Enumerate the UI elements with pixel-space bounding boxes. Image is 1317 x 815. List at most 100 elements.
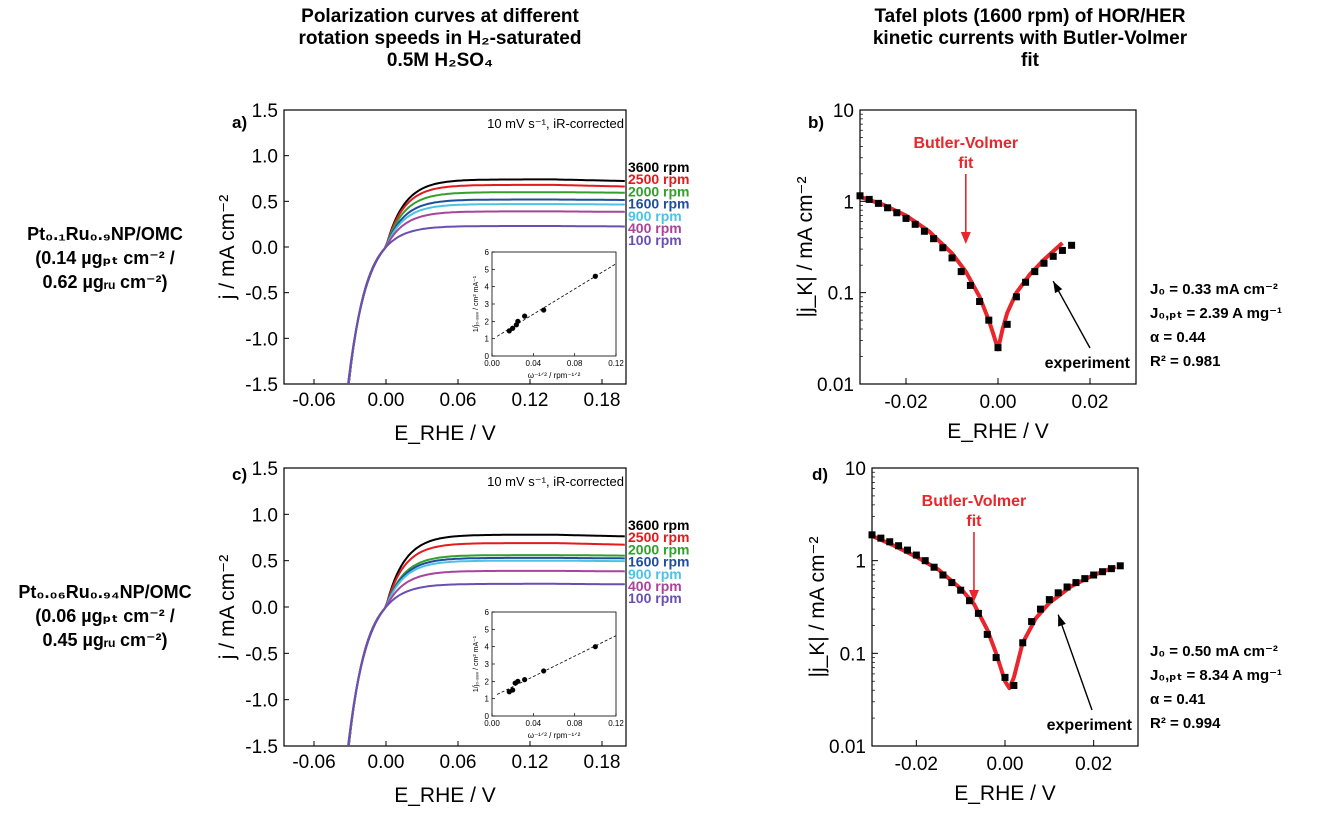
curve-3600-rpm bbox=[347, 178, 625, 384]
experiment-point bbox=[948, 254, 956, 262]
param-alpha-1: α = 0.44 bbox=[1150, 329, 1206, 346]
experiment-point bbox=[974, 609, 982, 617]
curve-100-rpm bbox=[347, 582, 625, 746]
curve-900-rpm bbox=[347, 203, 625, 384]
experiment-point bbox=[920, 227, 928, 235]
experiment-point bbox=[1028, 618, 1036, 626]
fit-arrow-head bbox=[960, 232, 971, 244]
y-axis-label: |j_K| / mA cm⁻² bbox=[794, 176, 817, 317]
polarization-panel-2: c) 1.5 1.0 0.5 0.0 -0.5 -1.0 -1.5 -0.06 0.00 0.06 0… bbox=[216, 459, 689, 807]
panel-letter: d) bbox=[812, 465, 828, 484]
fit-label-line-2: fit bbox=[958, 155, 974, 172]
sample-label-row-1: Pt₀.₁Ru₀.₉NP/OMC (0.14 µgₚₜ cm⁻² / 0.62 … bbox=[5, 222, 205, 294]
curve-3600-rpm bbox=[347, 533, 625, 746]
curve-400-rpm bbox=[347, 210, 625, 384]
experiment-arrow-head bbox=[1053, 281, 1063, 294]
y-tick-label: 0.0 bbox=[252, 238, 278, 259]
legend-entry: 400 rpm bbox=[628, 220, 682, 236]
experiment-label: experiment bbox=[1045, 355, 1131, 372]
butler-volmer-fit-line bbox=[859, 194, 1064, 352]
experiment-point bbox=[966, 281, 974, 289]
experiment-point bbox=[1001, 673, 1009, 681]
experiment-point bbox=[1063, 583, 1071, 591]
inset-point bbox=[510, 325, 516, 331]
inset-fit-line bbox=[496, 263, 617, 337]
experiment-point bbox=[976, 298, 984, 306]
y-tick-label: 1 bbox=[843, 192, 854, 213]
experiment-point bbox=[856, 192, 864, 200]
inset-y-tick-label: 5 bbox=[485, 625, 490, 634]
param-r2-2: R² = 0.994 bbox=[1150, 715, 1221, 732]
sample-label-1-line-3: 0.62 µgᵣᵤ cm⁻²) bbox=[42, 272, 168, 292]
sample-label-1-line-2: (0.14 µgₚₜ cm⁻² / bbox=[35, 248, 175, 268]
inset-x-tick-label: 0.04 bbox=[526, 719, 542, 728]
fit-label: Butler-Volmer bbox=[922, 493, 1027, 510]
experiment-point bbox=[874, 199, 882, 207]
legend-entry: 1600 rpm bbox=[628, 554, 689, 570]
inset-point bbox=[512, 680, 518, 686]
curve-2000-rpm bbox=[347, 191, 625, 384]
x-axis-label: E_RHE / V bbox=[947, 420, 1049, 443]
tafel-panel-3: d) 10 1 0.1 0.01 -0.02 0.00 0.02 E_RHE / V |j_K| … bbox=[806, 459, 1139, 805]
curve-2000-rpm bbox=[347, 554, 625, 746]
inset-x-tick-label: 0.00 bbox=[484, 719, 500, 728]
legend-entry: 3600 rpm bbox=[628, 517, 689, 533]
right-column-title: Tafel plots (1600 rpm) of HOR/HER kineti… bbox=[830, 6, 1230, 72]
experiment-point bbox=[1022, 278, 1030, 286]
experiment-point bbox=[983, 630, 991, 638]
experiment-point bbox=[1036, 605, 1044, 613]
experiment-point bbox=[1058, 246, 1066, 254]
experiment-point bbox=[992, 654, 1000, 662]
x-tick-label: 0.00 bbox=[987, 754, 1024, 775]
y-tick-label: 0.5 bbox=[252, 192, 278, 213]
x-tick-label: 0.06 bbox=[440, 390, 477, 411]
koutecky-levich-inset: 0 1 2 3 4 5 6 0.00 0.04 0.08 0.12 ω⁻¹ᐟ² / rpm⁻¹ᐟ² 1/… bbox=[473, 248, 624, 380]
x-tick-label: 0.12 bbox=[512, 752, 549, 773]
y-tick-label: 0.1 bbox=[828, 284, 854, 305]
butler-volmer-fit-line bbox=[871, 534, 1117, 691]
experiment-point bbox=[911, 220, 919, 228]
fit-label-line-2: fit bbox=[966, 513, 982, 530]
tafel-panel-1: b) 10 1 0.1 0.01 -0.02 0.00 0.02 E_RHE / V |j_K| … bbox=[794, 101, 1137, 443]
experiment-point bbox=[985, 316, 993, 324]
koutecky-levich-inset: 0 1 2 3 4 5 6 0.00 0.04 0.08 0.12 ω⁻¹ᐟ² / rpm⁻¹ᐟ² 1/… bbox=[473, 608, 624, 740]
inset-x-label: ω⁻¹ᐟ² / rpm⁻¹ᐟ² bbox=[528, 731, 581, 740]
inset-y-tick-label: 4 bbox=[485, 283, 490, 292]
sample-label-2-line-3: 0.45 µgᵣᵤ cm⁻²) bbox=[42, 630, 168, 650]
inset-point bbox=[515, 318, 521, 324]
y-tick-label: 0.01 bbox=[817, 375, 854, 396]
y-tick-label: -0.5 bbox=[245, 284, 278, 305]
legend-entry: 3600 rpm bbox=[628, 159, 689, 175]
inset-point bbox=[506, 689, 512, 695]
inset-x-tick-label: 0.08 bbox=[567, 719, 583, 728]
y-tick-label: -0.5 bbox=[245, 644, 278, 665]
experiment-point bbox=[1031, 268, 1039, 276]
x-tick-label: 0.00 bbox=[980, 392, 1017, 413]
experiment-point bbox=[957, 268, 965, 276]
x-tick-label: 0.00 bbox=[368, 390, 405, 411]
panel-letter: b) bbox=[808, 113, 824, 132]
experiment-point bbox=[868, 531, 876, 539]
y-tick-label: 0.1 bbox=[840, 644, 866, 665]
plot-frame bbox=[283, 109, 627, 385]
sample-label-row-2: Pt₀.₀₆Ru₀.₉₄NP/OMC (0.06 µgₚₜ cm⁻² / 0.4… bbox=[5, 580, 205, 652]
x-tick-label: 0.02 bbox=[1072, 392, 1109, 413]
inset-point bbox=[592, 644, 598, 650]
experiment-point bbox=[1019, 639, 1027, 647]
y-tick-label: 0.01 bbox=[829, 737, 866, 758]
x-tick-label: -0.02 bbox=[884, 392, 927, 413]
inset-point bbox=[506, 328, 512, 334]
y-tick-label: 1 bbox=[855, 552, 866, 573]
experiment-point bbox=[948, 579, 956, 587]
legend-entry: 2500 rpm bbox=[628, 171, 689, 187]
fit-params-row-1: J₀ = 0.33 mA cm⁻² J₀,ₚₜ = 2.39 A mg⁻¹ α … bbox=[1150, 278, 1282, 374]
x-tick-label: 0.18 bbox=[584, 390, 621, 411]
y-tick-label: 0.0 bbox=[252, 598, 278, 619]
inset-point bbox=[541, 668, 547, 674]
legend-entry: 2000 rpm bbox=[628, 541, 689, 557]
experiment-point bbox=[1054, 589, 1062, 597]
experiment-point bbox=[1090, 571, 1098, 579]
sample-label-2-line-2: (0.06 µgₚₜ cm⁻² / bbox=[35, 606, 175, 626]
experiment-point bbox=[903, 546, 911, 554]
inset-y-label: 1/j₀.₈₈ᵥ / cm² mA⁻¹ bbox=[473, 635, 480, 692]
